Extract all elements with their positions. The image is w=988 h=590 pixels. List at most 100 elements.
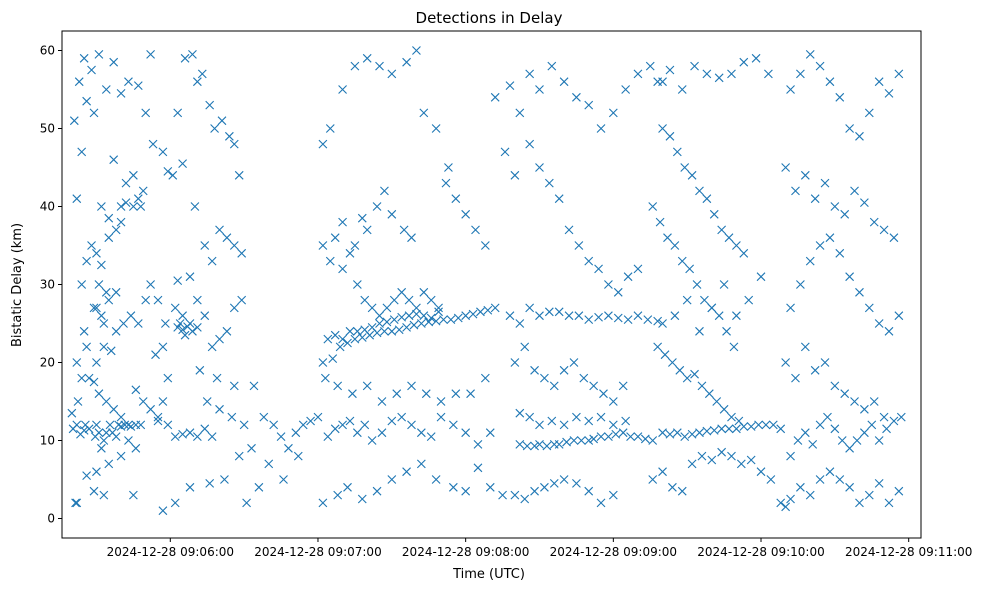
- y-axis-label: Bistatic Delay (km): [10, 223, 25, 347]
- x-axis-ticks: 2024-12-28 09:06:00 2024-12-28 09:07:00 20…: [107, 538, 972, 559]
- data-point: [648, 436, 658, 445]
- data-point: [200, 424, 210, 434]
- data-point: [704, 389, 714, 399]
- data-point: [505, 81, 515, 90]
- data-point: [680, 432, 690, 441]
- data-point: [805, 490, 815, 500]
- data-point: [92, 303, 101, 313]
- data-point: [702, 426, 712, 436]
- data-point: [845, 272, 855, 282]
- data-point: [367, 303, 377, 313]
- data-point: [594, 264, 603, 274]
- data-point: [207, 432, 217, 441]
- data-point: [338, 334, 347, 344]
- data-point: [569, 358, 579, 367]
- data-point: [786, 85, 795, 94]
- data-point: [530, 486, 539, 496]
- data-point: [554, 307, 564, 317]
- data-point: [205, 100, 215, 110]
- data-point: [599, 389, 608, 399]
- data-point: [101, 428, 111, 438]
- data-point: [719, 280, 729, 289]
- data-point: [79, 53, 89, 63]
- data-point: [466, 389, 475, 399]
- data-point: [781, 502, 791, 512]
- data-point: [77, 280, 87, 289]
- data-point: [338, 420, 347, 430]
- data-point: [387, 326, 397, 336]
- data-point: [357, 494, 367, 504]
- data-point: [92, 467, 101, 477]
- data-point: [96, 202, 106, 211]
- data-point: [719, 404, 729, 414]
- data-point: [367, 323, 377, 332]
- data-point: [407, 420, 416, 430]
- data-point: [677, 486, 687, 496]
- data-point: [840, 209, 850, 219]
- data-point: [520, 342, 530, 352]
- data-point: [163, 373, 173, 383]
- data-point: [163, 420, 173, 430]
- data-point: [448, 482, 458, 492]
- data-point: [380, 186, 389, 196]
- data-point: [473, 440, 483, 449]
- data-point: [434, 307, 443, 317]
- data-point: [830, 424, 840, 434]
- data-point: [323, 334, 333, 344]
- data-point: [136, 420, 146, 430]
- data-point: [215, 334, 224, 344]
- data-point: [84, 373, 94, 383]
- data-point: [320, 373, 330, 383]
- data-point: [138, 186, 148, 196]
- data-point: [94, 50, 104, 59]
- data-point: [158, 342, 168, 352]
- data-point: [658, 319, 667, 328]
- data-point: [153, 416, 163, 426]
- data-point: [574, 241, 584, 250]
- data-point: [109, 404, 119, 414]
- data-point: [158, 397, 168, 406]
- data-point: [387, 69, 397, 79]
- data-point: [323, 432, 333, 441]
- data-point: [330, 424, 340, 434]
- data-point: [594, 312, 603, 322]
- data-point: [793, 436, 803, 445]
- data-point: [584, 100, 594, 110]
- data-point: [707, 455, 717, 465]
- data-point: [89, 303, 99, 313]
- data-point: [781, 163, 791, 172]
- data-point: [197, 69, 207, 79]
- chart-title: Detections in Delay: [416, 9, 563, 27]
- data-point: [840, 389, 850, 399]
- data-point: [727, 69, 736, 79]
- data-point: [237, 295, 247, 305]
- data-point: [540, 373, 549, 383]
- data-point: [375, 319, 384, 328]
- data-point: [623, 272, 633, 282]
- data-point: [247, 443, 256, 453]
- data-point: [739, 248, 749, 258]
- data-point: [702, 194, 712, 204]
- data-point: [185, 319, 195, 328]
- data-point: [766, 475, 776, 484]
- data-point: [141, 108, 151, 118]
- data-point: [535, 85, 544, 94]
- data-point: [200, 241, 210, 250]
- data-point: [192, 323, 202, 332]
- data-point: [254, 482, 264, 492]
- data-point: [362, 53, 372, 63]
- data-point: [525, 69, 535, 79]
- data-point: [621, 416, 631, 426]
- data-point: [554, 194, 564, 204]
- data-point: [618, 381, 628, 391]
- data-point: [805, 50, 815, 59]
- data-point: [845, 124, 855, 133]
- data-point: [692, 280, 702, 289]
- data-point: [535, 420, 544, 430]
- data-points: [67, 46, 906, 516]
- data-point: [205, 479, 215, 488]
- data-point: [412, 303, 421, 313]
- data-point: [633, 311, 643, 321]
- data-point: [751, 53, 761, 63]
- data-point: [559, 475, 569, 484]
